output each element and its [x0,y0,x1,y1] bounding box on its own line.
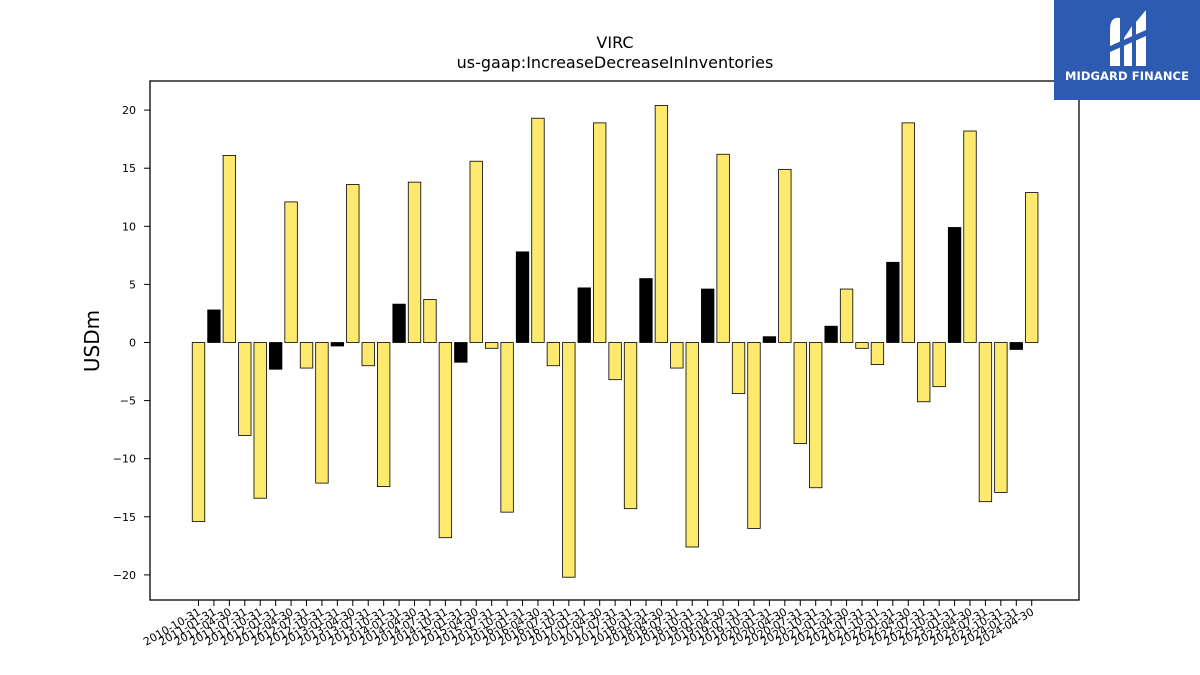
x-axis: 2010-10-312011-01-312011-04-302011-07-31… [141,600,1036,649]
brand-name: MIDGARD FINANCE [1064,69,1190,83]
bar-2013-04-30 [346,184,360,343]
y-axis-label: USDm [80,310,104,372]
bar-2016-07-31 [546,342,561,367]
y-tick-label: −10 [113,453,136,466]
y-tick-label: −15 [113,511,136,524]
bar-2019-04-30 [716,153,730,343]
bar-2018-04-30 [654,105,669,343]
y-tick-label: 10 [122,220,136,233]
bar-2011-07-31 [238,342,252,436]
bar-2020-04-30 [778,168,792,343]
bar-2017-07-31 [608,342,622,381]
bar-2017-01-31 [577,287,591,343]
bar-2015-07-31 [485,342,499,349]
bar-2023-10-31 [994,342,1008,493]
bar-2021-07-31 [855,342,869,349]
bar-2022-10-31 [932,342,946,388]
bar-2013-07-31 [361,342,375,367]
bar-2018-01-31 [639,278,653,343]
bar-2022-07-31 [917,342,931,403]
bar-2012-10-31 [315,342,329,484]
y-tick-label: 20 [122,104,136,117]
bar-2014-01-31 [392,303,406,343]
bar-2024-04-30 [1025,192,1039,343]
bar-2015-10-31 [500,342,514,513]
bar-2024-01-31 [1009,342,1023,350]
bar-2012-01-31 [268,342,283,370]
bar-2014-10-31 [438,342,453,539]
bar-2012-04-30 [284,201,298,343]
bar-2011-01-31 [207,309,221,343]
bar-2018-10-31 [685,342,699,548]
bar-2019-07-31 [731,342,746,395]
bar-2017-10-31 [623,342,638,510]
bar-2010-10-31 [191,342,206,522]
bar-2020-10-31 [809,342,823,489]
chart-subtitle: us-gaap:IncreaseDecreaseInInventories [457,53,774,72]
bar-2011-04-30 [222,155,237,343]
bar-2013-01-31 [330,342,345,347]
bar-2022-01-31 [886,261,900,343]
y-tick-label: 0 [129,337,136,350]
bar-2016-04-30 [531,117,545,343]
bar-2021-04-30 [839,288,854,343]
bar-2012-07-31 [299,342,314,369]
bar-2019-10-31 [747,342,761,529]
plot-frame [149,80,1080,601]
y-tick-label: 15 [122,162,136,175]
bar-2021-10-31 [870,342,885,365]
bar-2022-04-30 [901,122,915,343]
bars-group [191,105,1039,578]
y-tick-label: 5 [129,278,136,291]
y-tick-label: −5 [120,395,136,408]
bar-2011-10-31 [253,342,267,499]
chart-title: VIRC [596,33,633,52]
bar-2023-01-31 [947,227,962,343]
bar-2021-01-31 [824,325,838,343]
brand-logo: MIDGARD FINANCE [1054,0,1200,100]
bar-2020-07-31 [793,342,807,444]
y-axis: −20 −15 −10 −5 0 5 10 15 20 [113,104,150,582]
bar-2015-01-31 [454,342,468,363]
bar-2015-04-30 [469,160,483,343]
bar-2023-04-30 [963,130,977,343]
bar-2014-07-31 [423,299,437,343]
bar-2018-07-31 [670,342,684,369]
bar-2023-07-31 [978,342,993,503]
brand-mark-icon [1110,10,1146,66]
y-tick-label: −20 [113,569,136,582]
bar-2019-01-31 [701,288,715,343]
bar-2017-04-30 [593,122,607,343]
bar-2020-01-31 [762,336,777,343]
bar-2016-01-31 [515,251,530,343]
bar-2016-10-31 [562,342,576,578]
bar-2013-10-31 [377,342,391,487]
bar-2014-04-30 [407,181,422,343]
